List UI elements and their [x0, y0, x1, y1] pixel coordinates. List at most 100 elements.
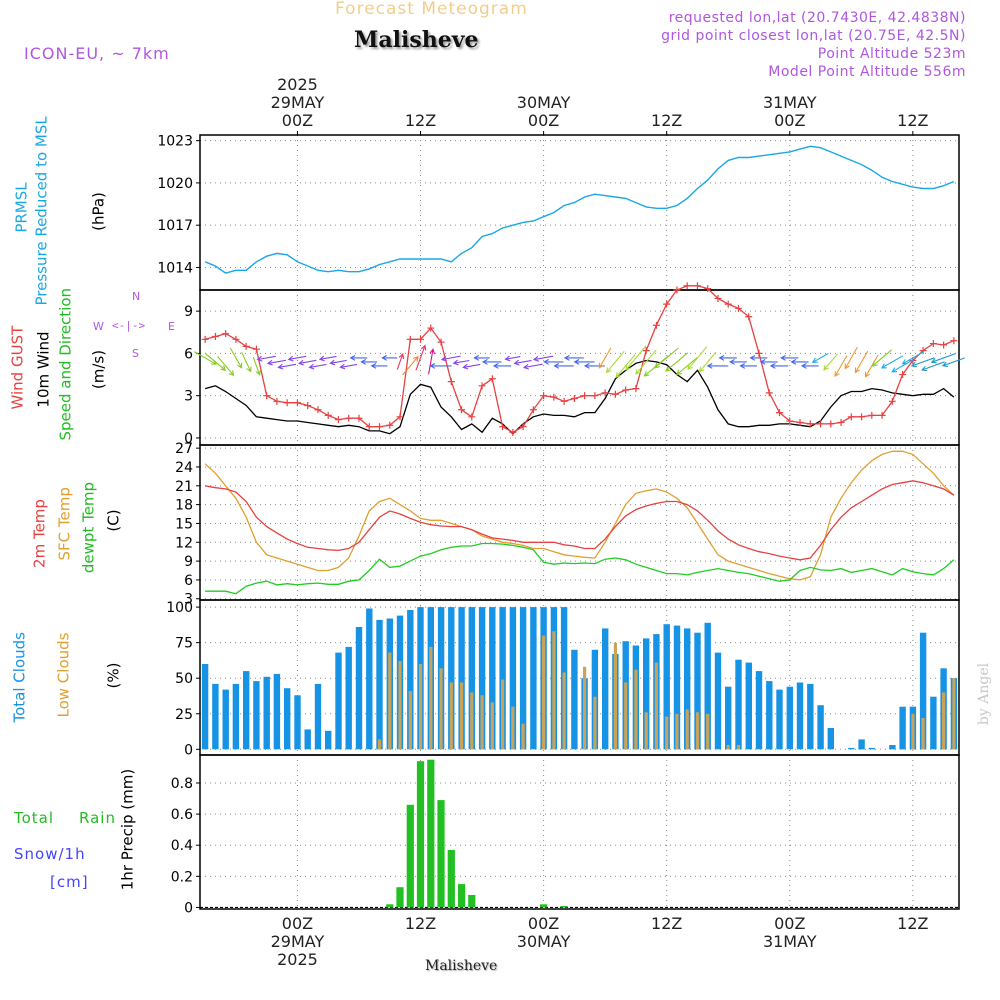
gust-marker [693, 282, 701, 290]
total-clouds-bar [530, 607, 537, 750]
low-clouds-bar [726, 745, 730, 750]
wind-direction-arrow [854, 350, 869, 374]
y-tick-label: 21 [175, 479, 193, 495]
gust-marker [776, 409, 784, 417]
total-clouds-bar [745, 662, 752, 750]
wind-direction-arrow [402, 355, 419, 376]
gust-marker [263, 392, 271, 400]
wind-direction-arrow [769, 363, 789, 369]
low-clouds-bar [654, 662, 658, 750]
top-time-label: 30MAY [517, 93, 571, 112]
wind-direction-arrow [941, 357, 965, 368]
top-time-label: 00Z [774, 111, 805, 130]
gust-marker [334, 416, 342, 424]
precip-rain-label: Rain [79, 809, 116, 827]
wind-10m-line [204, 359, 955, 435]
gust-marker [601, 389, 609, 397]
gust-marker [929, 340, 937, 348]
wind-direction-arrow [823, 353, 839, 371]
wind-direction-arrow [625, 345, 647, 371]
gust-marker [529, 406, 537, 414]
gust-marker [324, 411, 332, 419]
low-clouds-bar [942, 692, 946, 750]
top-time-label: 12Z [897, 111, 928, 130]
requested-coords: requested lon,lat (20.7430E, 42.4838N) [668, 10, 966, 26]
wind-direction-arrow [429, 363, 452, 369]
bottom-time-label: 30MAY [517, 932, 571, 951]
gust-marker [704, 285, 712, 293]
bottom-time-label: 31MAY [763, 932, 817, 951]
gust-marker [858, 413, 866, 421]
wind-direction-arrow [349, 355, 368, 361]
low-clouds-bar [921, 718, 925, 750]
wind-direction-arrow [653, 347, 679, 369]
top-time-label: 00Z [528, 111, 559, 130]
wind-direction-arrow [308, 363, 327, 370]
low-clouds-bar [644, 712, 648, 750]
wind-direction-arrow [329, 359, 347, 366]
bottom-time-label: 00Z [774, 914, 805, 933]
panel-frame-precip [199, 754, 960, 910]
gust-marker [755, 349, 763, 357]
gust-marker [899, 371, 907, 379]
total-clouds-bar [519, 607, 527, 750]
gust-marker [222, 330, 230, 338]
gust-marker [919, 347, 927, 355]
bottom-time-label: 12Z [405, 914, 436, 933]
wind-direction-arrow [780, 355, 799, 361]
total-clouds-bar [509, 607, 517, 750]
low-clouds-bar [439, 668, 443, 750]
wind-direction-arrow [318, 355, 337, 362]
total-clouds-bar [294, 695, 301, 750]
low-clouds-bar [665, 716, 669, 750]
gust-marker [283, 399, 291, 407]
wind-direction-arrow [749, 355, 768, 361]
gust-marker [211, 333, 219, 340]
compass-south: S [132, 347, 139, 360]
compass-north: N [132, 290, 141, 303]
gust-marker [519, 423, 527, 431]
total-clouds-bar [263, 676, 270, 750]
total-clouds-bar [355, 627, 363, 750]
wind-direction-arrow [729, 359, 747, 365]
low-clouds-bar [593, 696, 597, 750]
y-tick-label: 50 [175, 671, 193, 687]
y-tick-label: 1014 [157, 260, 193, 276]
gust-marker [550, 393, 558, 401]
sfc-temp-line [204, 450, 955, 581]
low-clouds-bar [449, 682, 453, 750]
low-clouds-bar [685, 709, 689, 750]
gust-marker [673, 286, 681, 294]
wind-direction-arrow [563, 355, 584, 361]
low-clouds-bar [675, 713, 679, 750]
gust-marker [499, 423, 507, 431]
wind-direction-arrow [598, 347, 612, 369]
compass-west: W [93, 320, 104, 333]
total-clouds-bar [919, 632, 927, 750]
low-clouds-bar [480, 695, 484, 750]
low-clouds-bar [501, 679, 505, 750]
gust-marker [611, 390, 619, 398]
gust-marker [663, 300, 671, 308]
y-tick-label: 0 [184, 431, 193, 447]
y-tick-label: 24 [175, 460, 193, 476]
wind-direction-arrow [381, 355, 398, 361]
precip-snow-label: Snow/1h [14, 845, 86, 863]
low-clouds-bar [470, 692, 474, 750]
y-tick-label: 0.2 [171, 869, 193, 885]
gust-marker [478, 382, 486, 390]
low-clouds-bar [418, 664, 423, 750]
total-clouds-bar [643, 638, 650, 750]
total-clouds-bar [284, 688, 291, 750]
wind-direction-arrow [811, 352, 829, 363]
y-tick-label: 1023 [157, 134, 193, 150]
gust-marker [714, 294, 722, 302]
total-clouds-bar [714, 652, 722, 750]
wind-direction-arrow [864, 354, 879, 378]
wind-direction-arrow [834, 355, 848, 378]
bottom-time-label: 00Z [282, 914, 313, 933]
wind-direction-arrow [698, 351, 717, 373]
wind-direction-arrow [665, 352, 689, 372]
y-tick-label: 75 [175, 636, 193, 652]
y-tick-label: 3 [184, 592, 193, 608]
